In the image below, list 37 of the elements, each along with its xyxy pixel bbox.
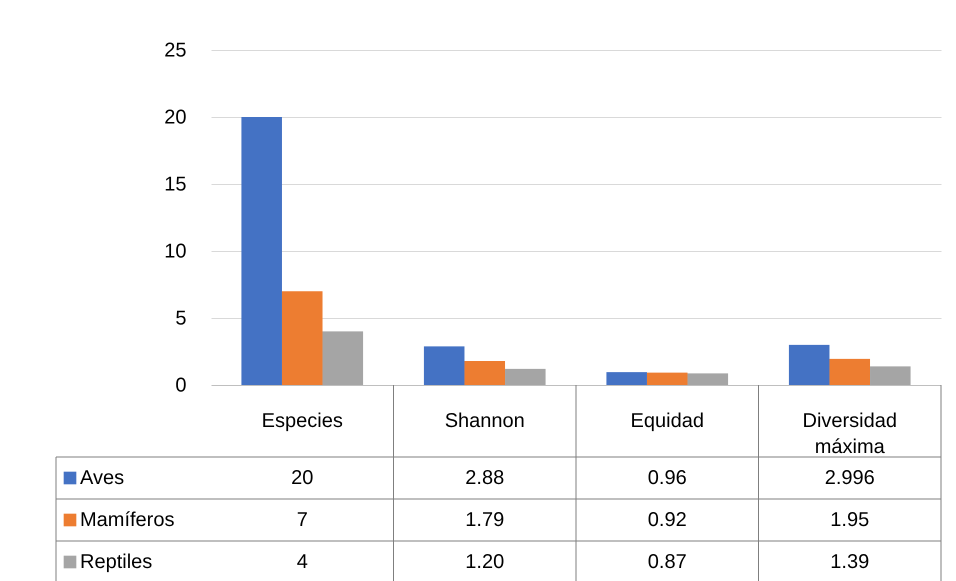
data-label: 2.996 [824, 467, 875, 489]
x-tick-label: Especies [262, 410, 343, 432]
bar [688, 373, 728, 385]
x-tick-label: Equidad [630, 410, 704, 432]
data-label: 7 [296, 509, 308, 531]
legend-label: Mamíferos [80, 509, 174, 531]
y-tick-label: 0 [175, 374, 186, 396]
x-tick-label: Diversidad máxima [802, 410, 897, 458]
data-label: 2.88 [465, 467, 504, 489]
x-tick-label: Shannon [444, 410, 525, 432]
data-label: 0.92 [648, 509, 687, 531]
y-tick-label: 25 [164, 40, 186, 62]
bar [646, 372, 688, 385]
y-tick-label: 5 [175, 308, 186, 330]
data-label: 1.20 [465, 551, 504, 573]
bar [606, 372, 647, 385]
data-label: 4 [296, 551, 308, 573]
data-label: 0.87 [648, 551, 687, 573]
bar [282, 291, 323, 385]
bar [464, 361, 506, 385]
bar [424, 346, 464, 385]
bar [322, 331, 364, 385]
y-tick-label: 15 [164, 174, 186, 196]
bar [788, 344, 830, 385]
bar [870, 366, 911, 385]
data-label: 1.39 [830, 551, 870, 573]
data-label: 1.79 [465, 509, 504, 531]
bar [505, 368, 546, 385]
y-tick-label: 20 [164, 106, 186, 128]
bar [829, 358, 870, 385]
legend-label: Aves [80, 467, 124, 489]
data-label: 0.96 [648, 467, 687, 489]
data-label: 20 [291, 467, 314, 489]
bar [241, 117, 282, 385]
y-tick-label: 10 [164, 240, 186, 262]
data-label: 1.95 [830, 509, 870, 531]
legend-label: Reptiles [80, 551, 152, 573]
